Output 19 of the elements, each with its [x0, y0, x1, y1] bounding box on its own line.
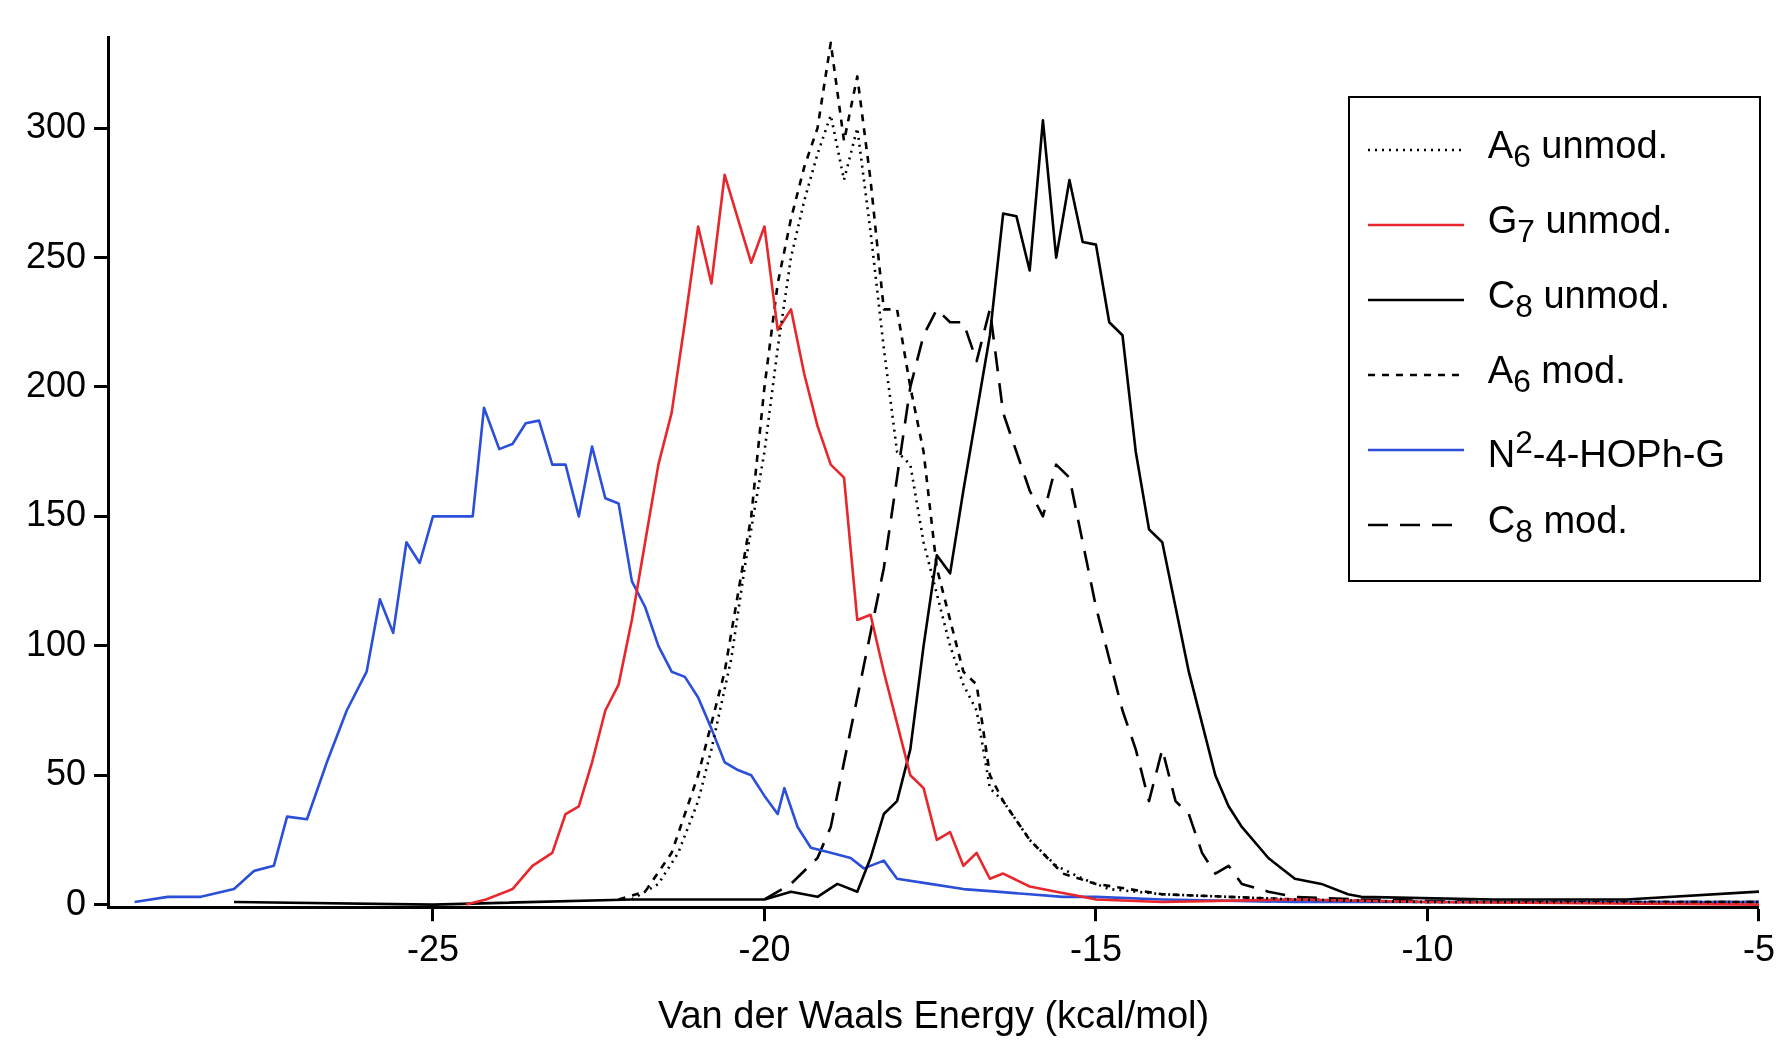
- x-tick-label: -25: [406, 927, 459, 969]
- y-tick-label: 150: [25, 493, 87, 535]
- x-tick-label: -5: [1742, 927, 1775, 969]
- y-tick-label: 250: [25, 234, 87, 276]
- legend-label: G$_{7}$ unmod.: [1487, 199, 1673, 250]
- legend-label: N$^{2}$-4-HOPh-G: [1487, 423, 1725, 476]
- x-tick-label: -15: [1069, 927, 1122, 969]
- y-tick-label: 200: [25, 363, 87, 405]
- legend-label: A$_{6}$ mod.: [1487, 349, 1626, 400]
- x-tick-label: -10: [1401, 927, 1454, 969]
- y-tick-label: 300: [25, 105, 87, 147]
- y-tick-label: 0: [66, 881, 87, 923]
- y-tick-label: 100: [25, 622, 87, 664]
- x-tick-label: -20: [738, 927, 791, 969]
- legend-label: A$_{6}$ unmod.: [1487, 124, 1669, 175]
- x-axis-title: Van der Waals Energy (kcal/mol): [657, 993, 1210, 1036]
- legend-label: C$_{8}$ mod.: [1487, 499, 1628, 550]
- y-tick-label: 50: [46, 752, 87, 794]
- legend-label: C$_{8}$ unmod.: [1487, 274, 1671, 325]
